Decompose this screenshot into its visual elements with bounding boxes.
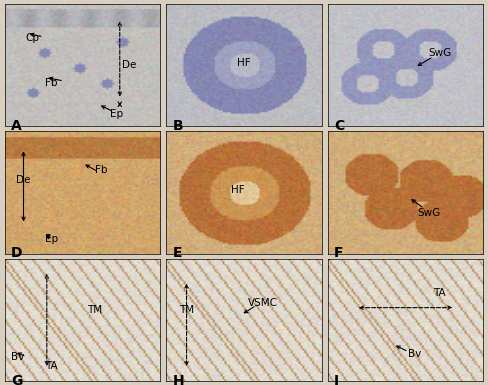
Text: Fb: Fb: [45, 79, 58, 89]
Text: Cp: Cp: [26, 33, 40, 43]
Text: TA: TA: [433, 288, 446, 298]
Text: HF: HF: [231, 185, 244, 195]
Text: Bv: Bv: [11, 352, 24, 362]
Text: B: B: [173, 119, 183, 133]
Text: De: De: [122, 60, 136, 70]
Text: E: E: [173, 246, 182, 260]
Text: G: G: [11, 374, 22, 385]
Text: TM: TM: [87, 305, 102, 315]
Text: Fb: Fb: [95, 166, 107, 176]
Text: SwG: SwG: [428, 48, 451, 58]
Text: C: C: [334, 119, 345, 133]
Text: A: A: [11, 119, 22, 133]
Text: HF: HF: [237, 58, 251, 68]
Text: Bv: Bv: [408, 349, 422, 359]
Text: F: F: [334, 246, 344, 260]
Text: H: H: [173, 374, 184, 385]
Text: D: D: [11, 246, 22, 260]
Text: I: I: [334, 374, 339, 385]
Text: VSMC: VSMC: [247, 298, 278, 308]
Text: TA: TA: [45, 362, 58, 372]
Text: SwG: SwG: [417, 208, 440, 218]
Text: Ep: Ep: [45, 234, 58, 244]
Text: De: De: [16, 175, 31, 185]
Text: TM: TM: [179, 305, 194, 315]
Text: Ep: Ep: [110, 109, 123, 119]
